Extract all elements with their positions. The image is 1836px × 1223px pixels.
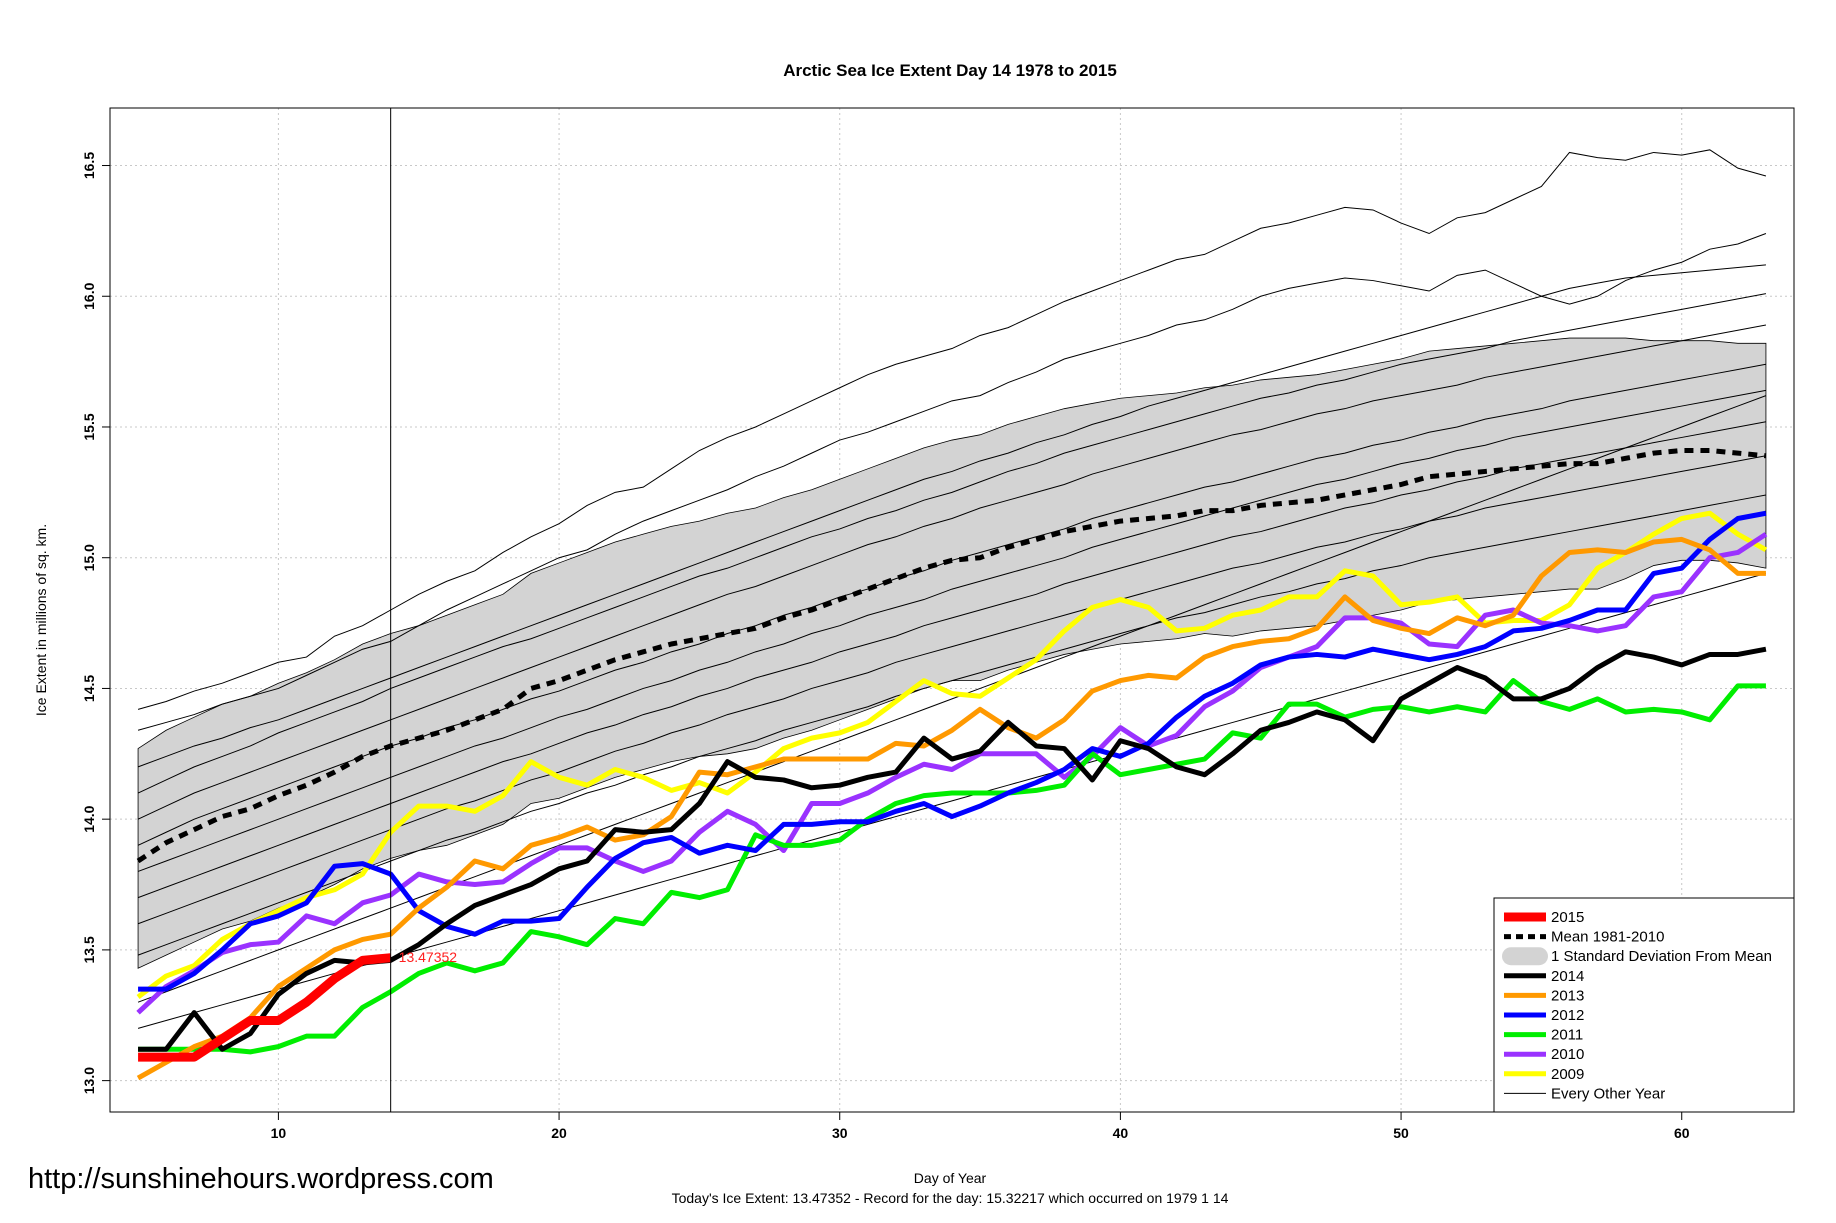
legend-label: Every Other Year [1551, 1085, 1665, 1102]
y-tick-label: 13.0 [81, 1067, 97, 1094]
legend-item: 2009 [1504, 1066, 1584, 1083]
other-year-line [137, 149, 1767, 710]
legend-item: 2013 [1504, 987, 1584, 1004]
legend-item: 2011 [1504, 1027, 1583, 1044]
y-tick-label: 16.0 [81, 282, 97, 309]
y-tick-label: 15.0 [81, 544, 97, 571]
x-tick-label: 20 [551, 1125, 567, 1141]
other-year-line [137, 233, 1767, 731]
x-tick-label: 50 [1393, 1125, 1409, 1141]
other-years-lines [137, 149, 1767, 1029]
series-line-mean-1981-2010 [136, 448, 1767, 864]
legend-label: 1 Standard Deviation From Mean [1551, 948, 1772, 965]
legend: 2015 Mean 1981-2010 1 Standard Deviation F… [1493, 897, 1795, 1113]
y-tick-label: 14.0 [81, 805, 97, 832]
series-line-2014 [138, 646, 1767, 1052]
x-tick-label: 40 [1113, 1125, 1129, 1141]
other-year-line [137, 421, 1767, 899]
series-line-2012 [138, 510, 1767, 992]
x-tick-label: 30 [832, 1125, 848, 1141]
chart-title: Arctic Sea Ice Extent Day 14 1978 to 201… [783, 61, 1117, 80]
plot-frame [109, 107, 1795, 1113]
legend-swatch [1502, 947, 1548, 966]
series-line-2010 [136, 532, 1768, 1015]
today-value-annotation: 13.47352 [399, 949, 458, 965]
other-year-line [137, 293, 1767, 794]
x-tick-label: 60 [1674, 1125, 1690, 1141]
y-tick-label: 14.5 [81, 675, 97, 702]
std-dev-band [137, 337, 1767, 969]
x-axis-label: Day of Year [914, 1170, 987, 1186]
other-year-line [137, 389, 1767, 872]
highlight-series-lines [136, 448, 1768, 1081]
legend-item: 2015 [1504, 909, 1584, 926]
x-tick-label: 10 [271, 1125, 287, 1141]
legend-item: 1 Standard Deviation From Mean [1502, 947, 1772, 966]
legend-label: 2009 [1551, 1066, 1584, 1083]
other-year-line [137, 324, 1767, 820]
legend-box [1493, 897, 1795, 1113]
legend-label: 2011 [1551, 1027, 1583, 1044]
caption: Today's Ice Extent: 13.47352 - Record fo… [672, 1190, 1229, 1206]
legend-label: Mean 1981-2010 [1551, 929, 1664, 946]
series-line-2013 [136, 536, 1766, 1081]
series-line-2011 [138, 678, 1766, 1055]
other-year-line [137, 455, 1767, 925]
legend-item: Mean 1981-2010 [1504, 929, 1664, 946]
y-tick-label: 15.5 [81, 413, 97, 440]
legend-label: 2015 [1551, 909, 1584, 926]
other-year-line [137, 494, 1767, 956]
other-year-line [137, 264, 1766, 768]
legend-item: 2014 [1504, 968, 1584, 985]
source-url: http://sunshinehours.wordpress.com [28, 1163, 494, 1195]
x-axis-ticks: 10 20 30 40 50 60 [271, 1112, 1690, 1141]
y-tick-label: 16.5 [81, 152, 97, 179]
y-axis-ticks: 13.0 13.5 14.0 14.5 15.0 15.5 16.0 16.5 [81, 152, 110, 1094]
legend-label: 2010 [1551, 1046, 1584, 1063]
legend-label: 2014 [1551, 968, 1584, 985]
legend-label: 2012 [1551, 1007, 1584, 1024]
y-tick-label: 13.5 [81, 936, 97, 963]
series-line-2015 [138, 953, 392, 1062]
legend-item: 2012 [1504, 1007, 1584, 1024]
std-dev-area [137, 337, 1767, 969]
legend-item: 2010 [1504, 1046, 1584, 1063]
legend-label: 2013 [1551, 987, 1584, 1004]
legend-item: Every Other Year [1504, 1085, 1665, 1102]
y-axis-label: Ice Extent in millions of sq. km. [33, 524, 49, 716]
